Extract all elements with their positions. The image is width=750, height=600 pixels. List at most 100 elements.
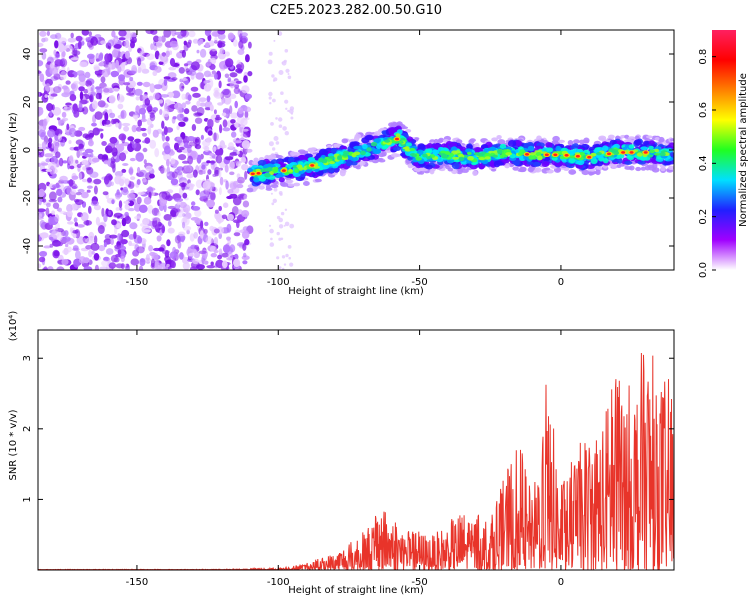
noise-blob xyxy=(75,192,82,196)
noise-blob xyxy=(57,207,62,213)
noise-blob xyxy=(38,213,42,218)
noise-speckle xyxy=(269,228,274,234)
noise-blob xyxy=(210,191,216,201)
ridge-blob xyxy=(267,167,273,172)
noise-blob xyxy=(217,30,226,35)
noise-blob xyxy=(129,222,138,230)
noise-blob xyxy=(41,51,47,60)
noise-blob xyxy=(124,39,130,49)
noise-blob xyxy=(215,259,225,269)
noise-blob xyxy=(147,109,156,115)
noise-blob xyxy=(174,31,183,36)
ridge-blob xyxy=(608,163,615,167)
ridge-blob xyxy=(472,170,478,177)
noise-blob xyxy=(85,167,91,171)
noise-blob xyxy=(79,79,87,87)
noise-blob xyxy=(51,210,56,216)
noise-blob xyxy=(229,244,236,253)
noise-blob xyxy=(123,200,130,204)
noise-blob xyxy=(43,37,49,42)
snr-y-axis-label: SNR (10 * v/v) xyxy=(8,409,19,480)
noise-blob xyxy=(68,127,77,138)
noise-blob xyxy=(114,226,118,235)
noise-blob xyxy=(96,128,104,132)
noise-blob xyxy=(181,77,188,81)
noise-blob xyxy=(114,171,124,177)
ridge-blob xyxy=(602,145,609,152)
ridge-blob xyxy=(370,141,378,147)
noise-blob xyxy=(210,50,213,56)
noise-blob xyxy=(38,263,42,269)
noise-blob xyxy=(181,49,186,58)
noise-blob xyxy=(46,115,50,123)
ridge-blob xyxy=(337,156,343,161)
noise-blob xyxy=(227,189,234,194)
ridge-blob xyxy=(558,139,565,143)
noise-speckle xyxy=(278,237,282,241)
noise-speckle xyxy=(269,102,272,105)
noise-blob xyxy=(174,235,181,244)
noise-blob xyxy=(138,204,148,213)
noise-blob xyxy=(75,159,79,164)
noise-blob xyxy=(182,192,188,199)
noise-blob xyxy=(100,132,104,139)
x-tick-label: -150 xyxy=(126,277,149,288)
noise-speckle xyxy=(288,256,292,260)
noise-blob xyxy=(140,223,145,227)
noise-blob xyxy=(143,95,148,100)
noise-blob xyxy=(147,186,154,196)
noise-blob xyxy=(219,124,223,134)
noise-blob xyxy=(135,152,144,162)
noise-blob xyxy=(81,191,89,199)
noise-blob xyxy=(124,211,129,217)
colorbar: 0.0 0.2 0.4 0.6 0.8 Normalized spectral ampl… xyxy=(698,30,749,278)
noise-blob xyxy=(48,216,53,226)
noise-blob xyxy=(194,117,203,124)
ridge-blob xyxy=(372,149,381,155)
noise-blob xyxy=(57,37,67,44)
ridge-blob xyxy=(291,151,299,156)
noise-blob xyxy=(204,30,211,37)
noise-blob xyxy=(71,50,81,56)
noise-speckle xyxy=(285,107,288,111)
noise-blob xyxy=(182,204,191,213)
noise-blob xyxy=(75,35,83,42)
noise-blob xyxy=(206,199,216,208)
noise-blob xyxy=(166,239,171,247)
noise-speckle xyxy=(285,68,290,73)
ridge-blob xyxy=(258,185,265,190)
noise-blob xyxy=(63,247,69,256)
noise-blob xyxy=(67,37,77,43)
noise-blob xyxy=(188,252,195,257)
noise-blob xyxy=(178,67,185,74)
noise-blob xyxy=(39,220,46,228)
colorbar-tick-label: 0.4 xyxy=(698,155,709,171)
noise-blob xyxy=(64,44,73,52)
noise-blob xyxy=(188,39,192,45)
ridge-blob xyxy=(407,163,414,169)
noise-blob xyxy=(241,85,250,94)
noise-blob xyxy=(191,105,198,112)
noise-blob xyxy=(227,252,234,261)
noise-blob xyxy=(65,243,69,248)
noise-blob xyxy=(56,266,65,270)
noise-blob xyxy=(231,206,239,216)
ridge-blob xyxy=(405,129,412,133)
noise-blob xyxy=(56,117,61,121)
noise-blob xyxy=(210,57,217,65)
ridge-blob xyxy=(360,150,366,156)
noise-blob xyxy=(140,127,147,132)
ridge-blob xyxy=(590,152,597,157)
noise-speckle xyxy=(287,245,292,249)
noise-blob xyxy=(140,118,148,123)
noise-blob xyxy=(85,245,93,250)
ridge-blob xyxy=(465,148,472,153)
noise-blob xyxy=(161,35,166,43)
noise-blob xyxy=(45,83,51,92)
ridge-blob xyxy=(568,157,576,164)
colorbar-tick-label: 0.2 xyxy=(698,209,709,225)
noise-blob xyxy=(196,154,202,164)
ridge-blob xyxy=(350,156,358,162)
noise-blob xyxy=(49,62,56,69)
ridge-blob xyxy=(345,159,353,167)
